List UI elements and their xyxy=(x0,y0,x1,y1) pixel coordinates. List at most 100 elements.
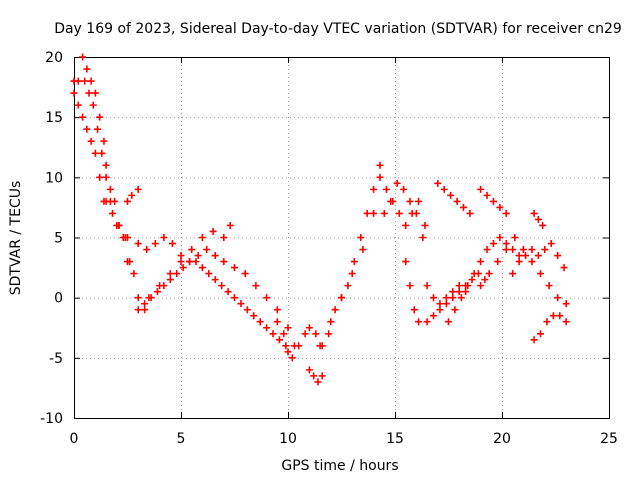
data-point xyxy=(96,173,104,181)
data-point xyxy=(312,330,320,338)
data-point xyxy=(194,252,202,260)
data-point xyxy=(442,294,450,302)
data-point xyxy=(496,203,504,211)
data-point xyxy=(402,221,410,229)
series-arc-2 xyxy=(70,53,114,205)
data-point xyxy=(477,258,485,266)
x-tick-label: 15 xyxy=(386,431,404,447)
data-point xyxy=(430,312,438,320)
data-point xyxy=(111,197,119,205)
data-point xyxy=(537,330,545,338)
x-tick-label: 25 xyxy=(600,431,618,447)
series-arc-6 xyxy=(124,185,142,205)
series-arc-22 xyxy=(509,240,568,278)
data-point xyxy=(543,318,551,326)
grid-lines xyxy=(74,57,609,418)
data-point xyxy=(282,342,290,350)
data-point xyxy=(554,294,562,302)
data-point xyxy=(106,185,114,193)
data-point xyxy=(87,77,95,85)
x-tick-label: 0 xyxy=(70,431,79,447)
data-point xyxy=(203,246,211,254)
data-point xyxy=(160,234,168,241)
data-point xyxy=(79,53,87,61)
data-point xyxy=(301,330,309,338)
data-point xyxy=(434,179,442,187)
data-point xyxy=(256,318,264,326)
data-point xyxy=(363,209,371,217)
data-point xyxy=(421,221,429,229)
data-point xyxy=(226,221,234,229)
data-point xyxy=(549,312,557,320)
data-point xyxy=(91,149,99,157)
data-point xyxy=(284,348,292,356)
x-axis-ticks: 0 5 10 15 20 25 xyxy=(70,57,618,447)
data-point xyxy=(124,197,131,205)
data-point xyxy=(393,179,401,187)
y-tick-label: -10 xyxy=(40,411,63,427)
data-point xyxy=(198,264,206,272)
data-point xyxy=(102,161,110,169)
y-axis-ticks: -10 -5 0 5 10 15 20 xyxy=(40,50,609,427)
data-point xyxy=(224,288,232,296)
data-point xyxy=(280,330,288,338)
x-tick-label: 10 xyxy=(279,431,297,447)
data-point xyxy=(395,209,403,217)
data-point xyxy=(477,282,485,290)
data-point xyxy=(96,113,104,121)
series-arc-12 xyxy=(316,173,384,350)
data-point xyxy=(243,306,251,314)
x-axis-label: GPS time / hours xyxy=(281,458,398,474)
data-point xyxy=(485,270,493,278)
data-point xyxy=(130,270,138,278)
data-point xyxy=(519,246,527,254)
data-point xyxy=(284,324,292,332)
data-point xyxy=(250,312,258,320)
data-point xyxy=(168,240,176,248)
chart-title: Day 169 of 2023, Sidereal Day-to-day VTE… xyxy=(54,21,622,37)
data-points xyxy=(70,53,570,386)
x-tick-label: 5 xyxy=(177,431,186,447)
data-point xyxy=(209,227,217,235)
data-point xyxy=(376,161,384,169)
data-point xyxy=(494,258,502,266)
data-point xyxy=(370,185,378,193)
data-point xyxy=(400,185,408,193)
data-point xyxy=(134,294,142,302)
data-point xyxy=(151,240,159,248)
data-point xyxy=(447,191,455,199)
data-point xyxy=(382,185,390,193)
data-point xyxy=(220,258,228,266)
data-point xyxy=(269,330,277,338)
data-point xyxy=(263,294,271,302)
data-point xyxy=(102,197,110,205)
data-point xyxy=(318,372,326,380)
data-point xyxy=(530,209,538,217)
series-arc-17 xyxy=(423,282,470,308)
data-point xyxy=(344,282,352,290)
data-point xyxy=(455,282,463,290)
data-point xyxy=(143,246,151,254)
data-point xyxy=(252,282,260,290)
data-point xyxy=(442,300,450,308)
data-point xyxy=(128,191,136,199)
data-point xyxy=(134,240,142,248)
data-point xyxy=(113,221,121,229)
series-arc-10 xyxy=(273,185,378,362)
data-point xyxy=(134,185,142,193)
y-axis-label: SDTVAR / TECUs xyxy=(8,181,24,296)
data-point xyxy=(325,330,333,338)
data-point xyxy=(489,240,497,248)
data-point xyxy=(459,203,467,211)
data-point xyxy=(156,282,164,290)
data-point xyxy=(534,215,542,223)
data-point xyxy=(440,185,448,193)
data-point xyxy=(534,252,542,260)
data-point xyxy=(177,252,185,260)
data-point xyxy=(423,318,431,326)
data-point xyxy=(376,173,384,181)
data-point xyxy=(192,258,200,266)
data-point xyxy=(359,246,367,254)
data-point xyxy=(145,294,153,302)
data-point xyxy=(331,306,339,314)
